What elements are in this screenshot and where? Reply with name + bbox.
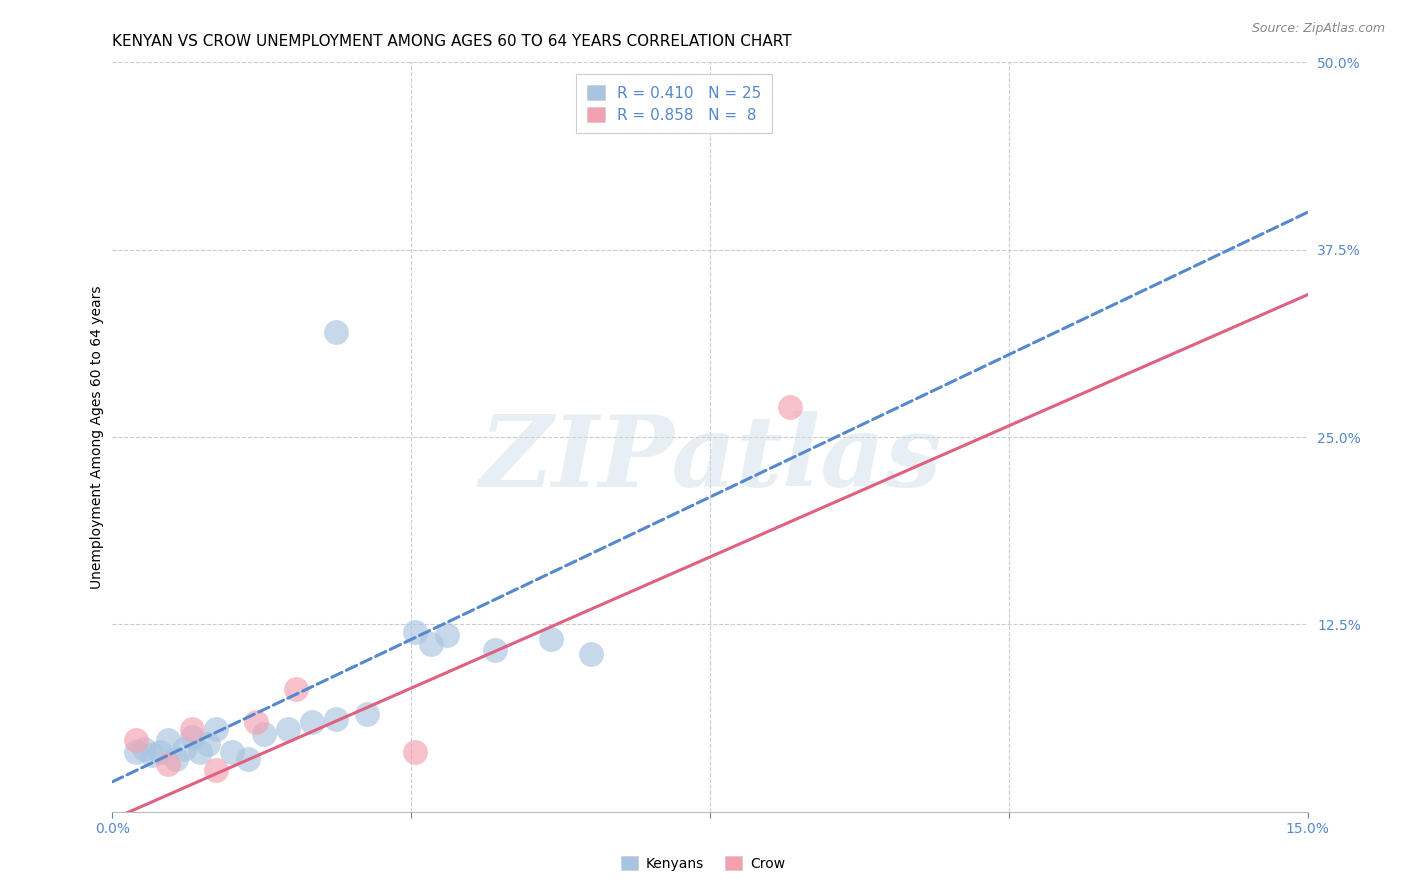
Point xyxy=(181,723,204,737)
Point xyxy=(134,741,156,756)
Point xyxy=(157,732,180,747)
Point xyxy=(197,737,219,751)
Point xyxy=(188,745,211,759)
Point xyxy=(779,400,801,414)
Point xyxy=(157,756,180,771)
Point xyxy=(404,624,426,639)
Point xyxy=(245,714,267,729)
Point xyxy=(253,727,276,741)
Point xyxy=(284,681,307,696)
Point xyxy=(125,732,148,747)
Text: KENYAN VS CROW UNEMPLOYMENT AMONG AGES 60 TO 64 YEARS CORRELATION CHART: KENYAN VS CROW UNEMPLOYMENT AMONG AGES 6… xyxy=(112,34,792,49)
Point xyxy=(149,745,172,759)
Text: ZIPatlas: ZIPatlas xyxy=(479,411,941,508)
Point xyxy=(165,752,187,766)
Point xyxy=(205,723,228,737)
Point xyxy=(173,741,195,756)
Point xyxy=(356,707,378,722)
Point xyxy=(484,643,506,657)
Legend: R = 0.410   N = 25, R = 0.858   N =  8: R = 0.410 N = 25, R = 0.858 N = 8 xyxy=(576,74,772,133)
Point xyxy=(141,747,163,762)
Point xyxy=(221,745,243,759)
Point xyxy=(579,648,602,662)
Point xyxy=(404,745,426,759)
Point xyxy=(236,752,259,766)
Point xyxy=(277,723,299,737)
Y-axis label: Unemployment Among Ages 60 to 64 years: Unemployment Among Ages 60 to 64 years xyxy=(90,285,104,589)
Point xyxy=(436,628,458,642)
Point xyxy=(540,632,562,647)
Point xyxy=(325,325,347,339)
Text: Source: ZipAtlas.com: Source: ZipAtlas.com xyxy=(1251,22,1385,36)
Point xyxy=(420,637,443,651)
Point xyxy=(301,714,323,729)
Point xyxy=(325,712,347,726)
Point xyxy=(125,745,148,759)
Point xyxy=(181,730,204,744)
Legend: Kenyans, Crow: Kenyans, Crow xyxy=(616,850,790,876)
Point xyxy=(205,763,228,777)
